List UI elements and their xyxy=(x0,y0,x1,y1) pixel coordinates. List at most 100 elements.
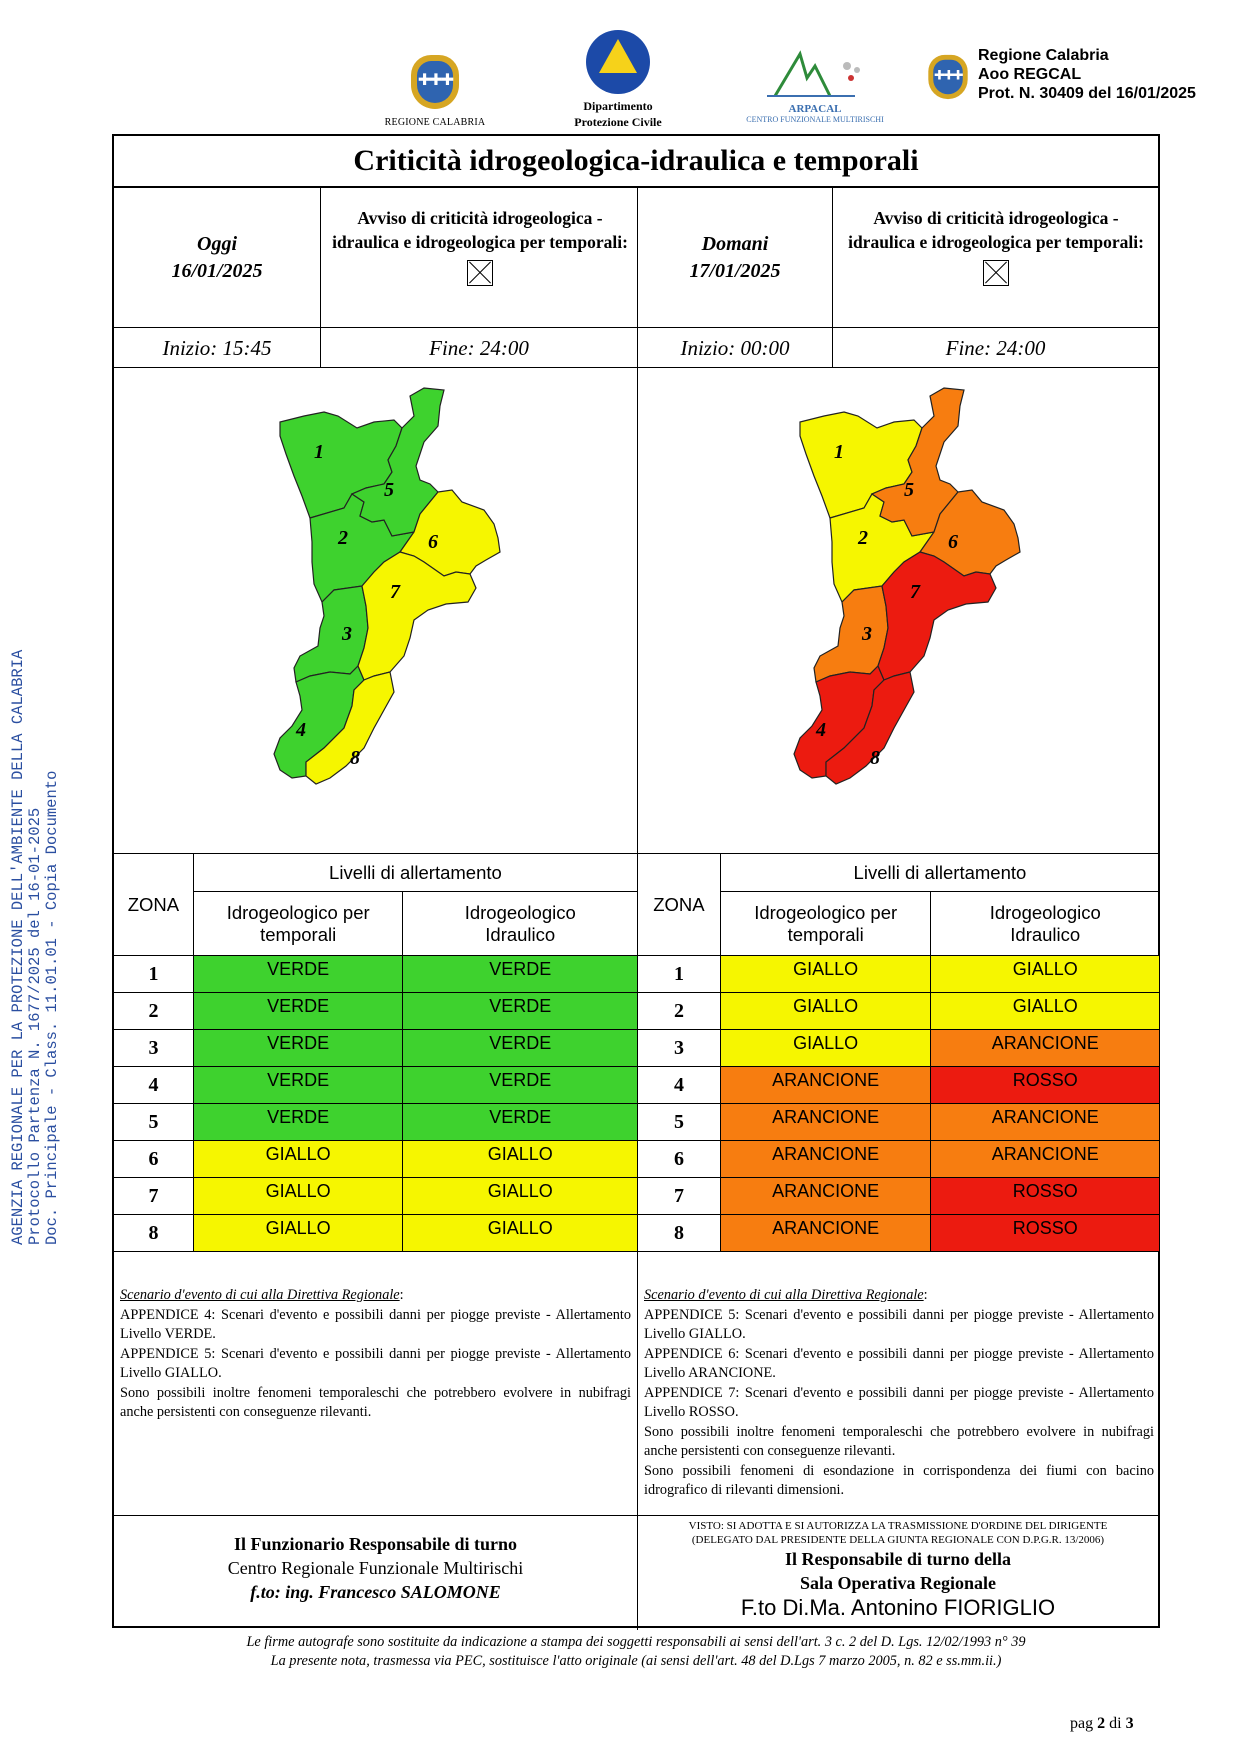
tomorrow-start: Inizio: 00:00 xyxy=(680,336,790,360)
page-total: 3 xyxy=(1125,1715,1134,1732)
level-idraulico-cell: GIALLO xyxy=(402,1177,638,1215)
zona-header: ZONA xyxy=(113,853,194,956)
regione-logo-caption: REGIONE CALABRIA xyxy=(384,117,486,128)
level-idraulico-cell: ARANCIONE xyxy=(930,1103,1160,1141)
map-zone-label: 7 xyxy=(910,581,921,603)
level-idraulico-cell: ROSSO xyxy=(930,1214,1160,1252)
level-temporali-cell: ARANCIONE xyxy=(719,1103,932,1141)
scenario-tomorrow-line: APPENDICE 5: Scenari d'evento e possibil… xyxy=(644,1306,1154,1343)
side-stamp-line1: AGENZIA REGIONALE PER LA PROTEZIONE DELL… xyxy=(9,649,27,1245)
row-divider-times xyxy=(114,327,1158,328)
table-row: 4 VERDE VERDE xyxy=(113,1066,638,1104)
today-start: Inizio: 15:45 xyxy=(162,336,272,360)
arpacal-caption: CENTRO FUNZIONALE MULTIRISCHI xyxy=(746,115,884,124)
level-idraulico-cell: VERDE xyxy=(402,1066,638,1104)
today-header: Oggi 16/01/2025 xyxy=(114,231,320,285)
signature-left: Il Funzionario Responsabile di turno Cen… xyxy=(114,1532,637,1604)
table-row: 8 GIALLO GIALLO xyxy=(113,1214,638,1252)
level-temporali-cell: GIALLO xyxy=(719,992,932,1030)
zone-number: 3 xyxy=(637,1029,721,1067)
zona-header: ZONA xyxy=(637,853,721,956)
tomorrow-date: 17/01/2025 xyxy=(689,260,781,282)
sign-left-name: f.to: ing. Francesco SALOMONE xyxy=(250,1582,501,1602)
level-temporali-cell: VERDE xyxy=(192,1066,404,1104)
map-zone-label: 4 xyxy=(295,719,306,741)
map-zone-label: 1 xyxy=(834,441,844,463)
page-current: 2 xyxy=(1097,1715,1106,1732)
scenario-tomorrow-line: APPENDICE 6: Scenari d'evento e possibil… xyxy=(644,1345,1154,1382)
divider-tomorrow xyxy=(832,186,833,368)
level-idraulico-cell: ARANCIONE xyxy=(930,1029,1160,1067)
level-idraulico-cell: ROSSO xyxy=(930,1177,1160,1215)
zone-number: 5 xyxy=(637,1103,721,1141)
table-row: 2 GIALLO GIALLO xyxy=(637,992,1160,1030)
tomorrow-checkbox-checked-icon xyxy=(983,260,1009,286)
map-zone-8 xyxy=(305,671,395,785)
sign-right-visto1: VISTO: SI ADOTTA E SI AUTORIZZA LA TRASM… xyxy=(688,1520,1108,1532)
dpc-caption-line2: Protezione Civile xyxy=(574,115,662,129)
regione-crest-small: ✚✚✚ xyxy=(920,50,975,109)
side-stamp-line3: Doc. Principale - Class. 11.01.01 - Copi… xyxy=(43,770,61,1245)
livelli-header: Livelli di allertamento xyxy=(719,853,1161,892)
map-zone-6 xyxy=(919,489,1021,577)
zone-number: 1 xyxy=(113,955,194,993)
level-temporali-cell: VERDE xyxy=(192,1029,404,1067)
sign-left-role: Il Funzionario Responsabile di turno xyxy=(233,1534,518,1554)
level-temporali-cell: GIALLO xyxy=(719,955,932,993)
level-temporali-cell: VERDE xyxy=(192,992,404,1030)
table-row: 1 GIALLO GIALLO xyxy=(637,955,1160,993)
level-idraulico-cell: VERDE xyxy=(402,1103,638,1141)
today-avviso: Avviso di criticità idrogeologica - idra… xyxy=(330,206,630,292)
protezione-civile-logo: Dipartimento Protezione Civile xyxy=(548,30,688,130)
sign-left-office: Centro Regionale Funzionale Multirischi xyxy=(227,1558,524,1578)
level-idraulico-cell: GIALLO xyxy=(930,955,1160,993)
table-row: 1 VERDE VERDE xyxy=(113,955,638,993)
level-temporali-cell: GIALLO xyxy=(719,1029,932,1067)
map-zone-label: 2 xyxy=(857,527,868,549)
today-label: Oggi xyxy=(197,233,237,255)
livelli-header: Livelli di allertamento xyxy=(192,853,639,892)
prot-line2: Aoo REGCAL xyxy=(978,66,1082,83)
divider-today xyxy=(320,186,321,368)
table-row: 5 VERDE VERDE xyxy=(113,1103,638,1141)
level-temporali-cell: GIALLO xyxy=(192,1140,404,1178)
today-avviso-text: Avviso di criticità idrogeologica - idra… xyxy=(332,208,628,252)
zone-number: 2 xyxy=(113,992,194,1030)
table-row: 6 GIALLO GIALLO xyxy=(113,1140,638,1178)
protocol-stamp: Regione Calabria Aoo REGCAL Prot. N. 304… xyxy=(978,46,1196,103)
zone-number: 6 xyxy=(637,1140,721,1178)
zone-number: 2 xyxy=(637,992,721,1030)
map-zone-label: 6 xyxy=(428,531,438,553)
calabria-map-tomorrow: 1 2 3 4 5 6 7 8 xyxy=(793,387,1021,785)
side-stamp-line2: Protocollo Partenza N. 1677/2025 del 16-… xyxy=(26,807,44,1245)
footnote-line: Le firme autografe sono sostituite da in… xyxy=(246,1634,1026,1650)
scenario-today-line: APPENDICE 5: Scenari d'evento e possibil… xyxy=(120,1345,631,1382)
row-divider-maps xyxy=(114,367,1158,368)
table-row: 3 VERDE VERDE xyxy=(113,1029,638,1067)
signature-right: VISTO: SI ADOTTA E SI AUTORIZZA LA TRASM… xyxy=(638,1519,1158,1621)
zone-number: 7 xyxy=(113,1177,194,1215)
map-zone-label: 5 xyxy=(904,479,914,501)
regione-crest-icon: ✚✚✚ xyxy=(411,55,459,109)
crest-icon: ✚✚✚ xyxy=(927,54,968,100)
map-zone-label: 7 xyxy=(390,581,401,603)
table-row: 7 ARANCIONE ROSSO xyxy=(637,1177,1160,1215)
calabria-map-today: 1 2 3 4 5 6 7 8 xyxy=(273,387,501,785)
tomorrow-end: Fine: 24:00 xyxy=(945,336,1046,360)
scenario-today-line: APPENDICE 4: Scenari d'evento e possibil… xyxy=(120,1306,631,1343)
regione-calabria-logo: ✚✚✚ REGIONE CALABRIA xyxy=(380,55,490,128)
table-row: 5 ARANCIONE ARANCIONE xyxy=(637,1103,1160,1141)
level-temporali-cell: ARANCIONE xyxy=(719,1214,932,1252)
level-idraulico-cell: ROSSO xyxy=(930,1066,1160,1104)
map-zone-label: 3 xyxy=(861,623,872,645)
page-sep: di xyxy=(1109,1715,1122,1732)
col-temporali-header: Idrogeologico per temporali xyxy=(719,891,932,956)
level-temporali-cell: GIALLO xyxy=(192,1214,404,1252)
sign-right-role1: Il Responsabile di turno della xyxy=(784,1549,1012,1569)
tomorrow-label: Domani xyxy=(701,233,769,255)
scenario-today: Scenario d'evento di cui alla Direttiva … xyxy=(120,1286,631,1423)
zone-number: 8 xyxy=(113,1214,194,1252)
tomorrow-avviso: Avviso di criticità idrogeologica - idra… xyxy=(842,206,1150,292)
levels-table-tomorrow: ZONA Livelli di allertamento Idrogeologi… xyxy=(637,853,1161,1252)
today-end: Fine: 24:00 xyxy=(429,336,529,360)
